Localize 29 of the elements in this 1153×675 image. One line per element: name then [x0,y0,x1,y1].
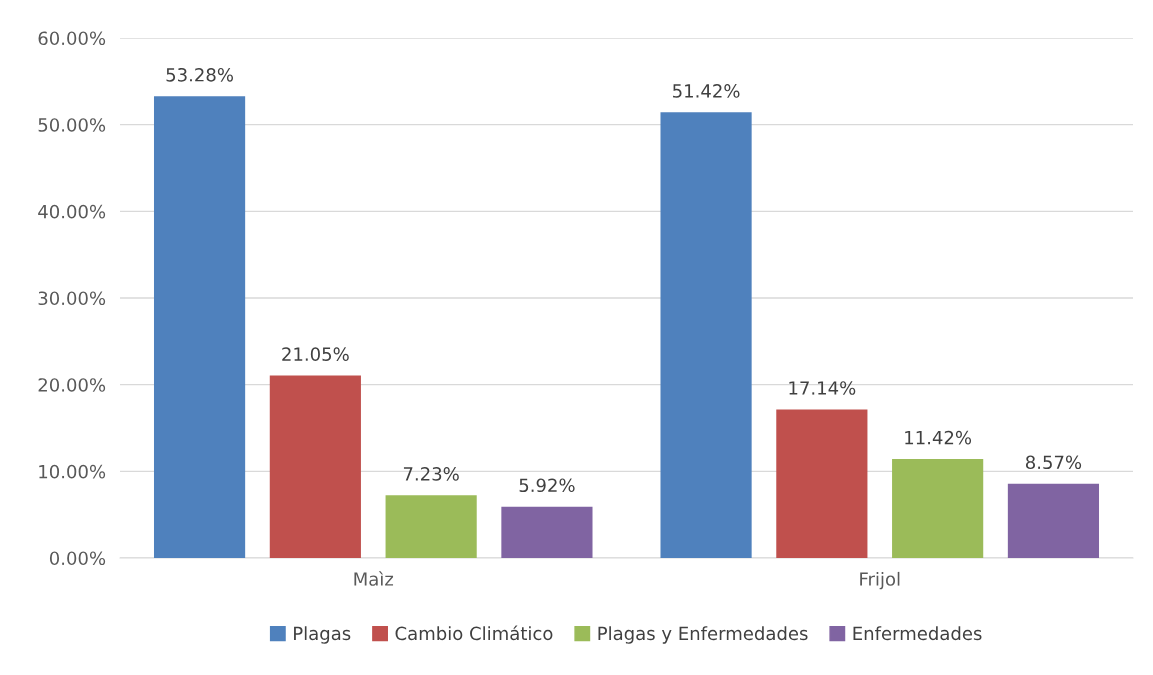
data-label: 21.05% [282,347,349,361]
data-label: 11.42% [905,430,972,445]
y-tick-label: 40.00% [38,204,106,219]
bar [501,506,593,558]
y-tick-label: 50.00% [38,118,106,132]
bar [776,409,868,558]
legend-label: Plagas [294,626,351,644]
bar [660,112,752,558]
data-label: 8.57% [1025,455,1082,470]
bar [269,375,361,558]
y-tick-label: 0.00% [49,551,106,566]
y-tick-label: 10.00% [39,464,106,479]
bar [892,459,984,558]
legend-label: Plagas y Enfermedades [598,626,808,644]
data-label: 7.23% [403,467,459,481]
data-label: 5.92% [519,478,575,493]
bar [385,495,477,558]
bar [1007,483,1100,558]
y-tick-label: 30.00% [38,291,106,306]
data-label: 51.42% [673,84,740,98]
x-tick-label: Maìz [354,571,394,586]
data-label: 17.14% [789,381,856,395]
y-tick-label: 20.00% [38,378,106,392]
legend-label: Cambio Climático [395,625,553,641]
legend-label: Enfermedades [853,626,982,641]
y-tick-label: 60.00% [38,31,106,46]
data-label: 53.28% [166,67,233,82]
x-tick-label: Frijol [860,571,900,590]
bar [153,96,246,558]
